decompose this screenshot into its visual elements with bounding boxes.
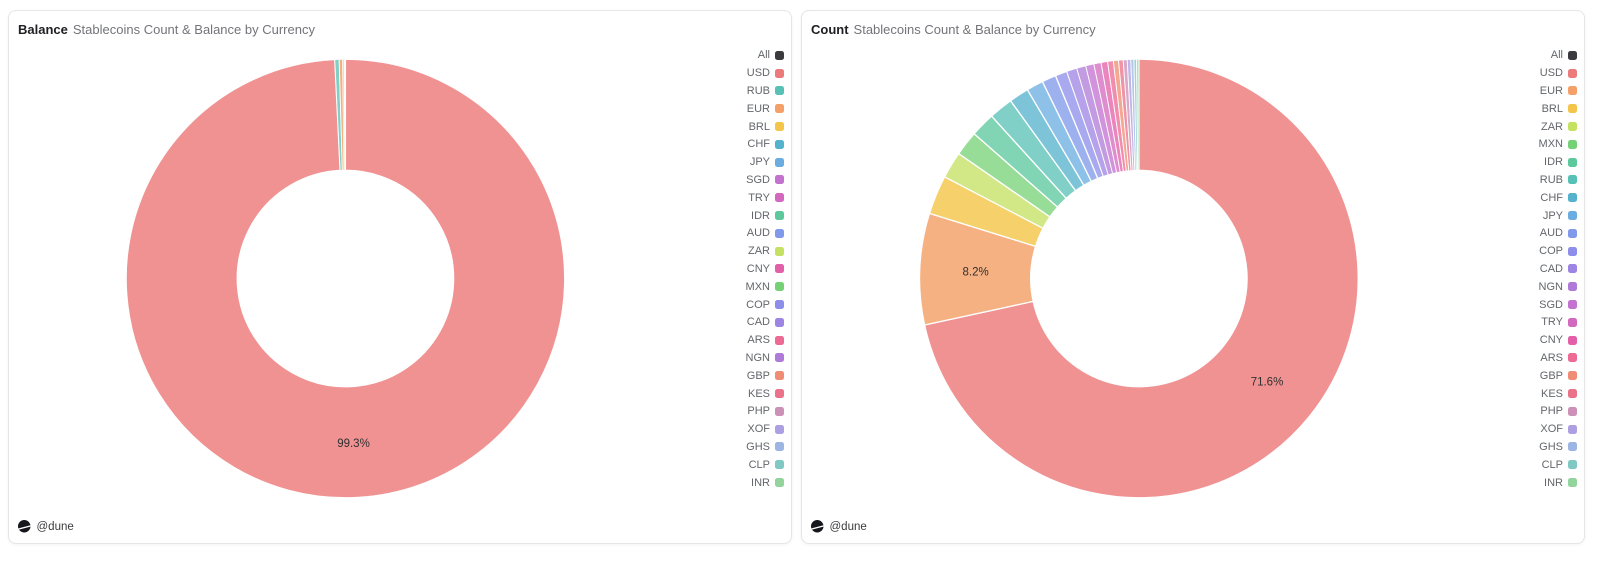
svg-text:8.2%: 8.2% — [962, 267, 988, 279]
svg-text:71.6%: 71.6% — [1251, 377, 1284, 389]
svg-text:99.3%: 99.3% — [337, 438, 370, 450]
